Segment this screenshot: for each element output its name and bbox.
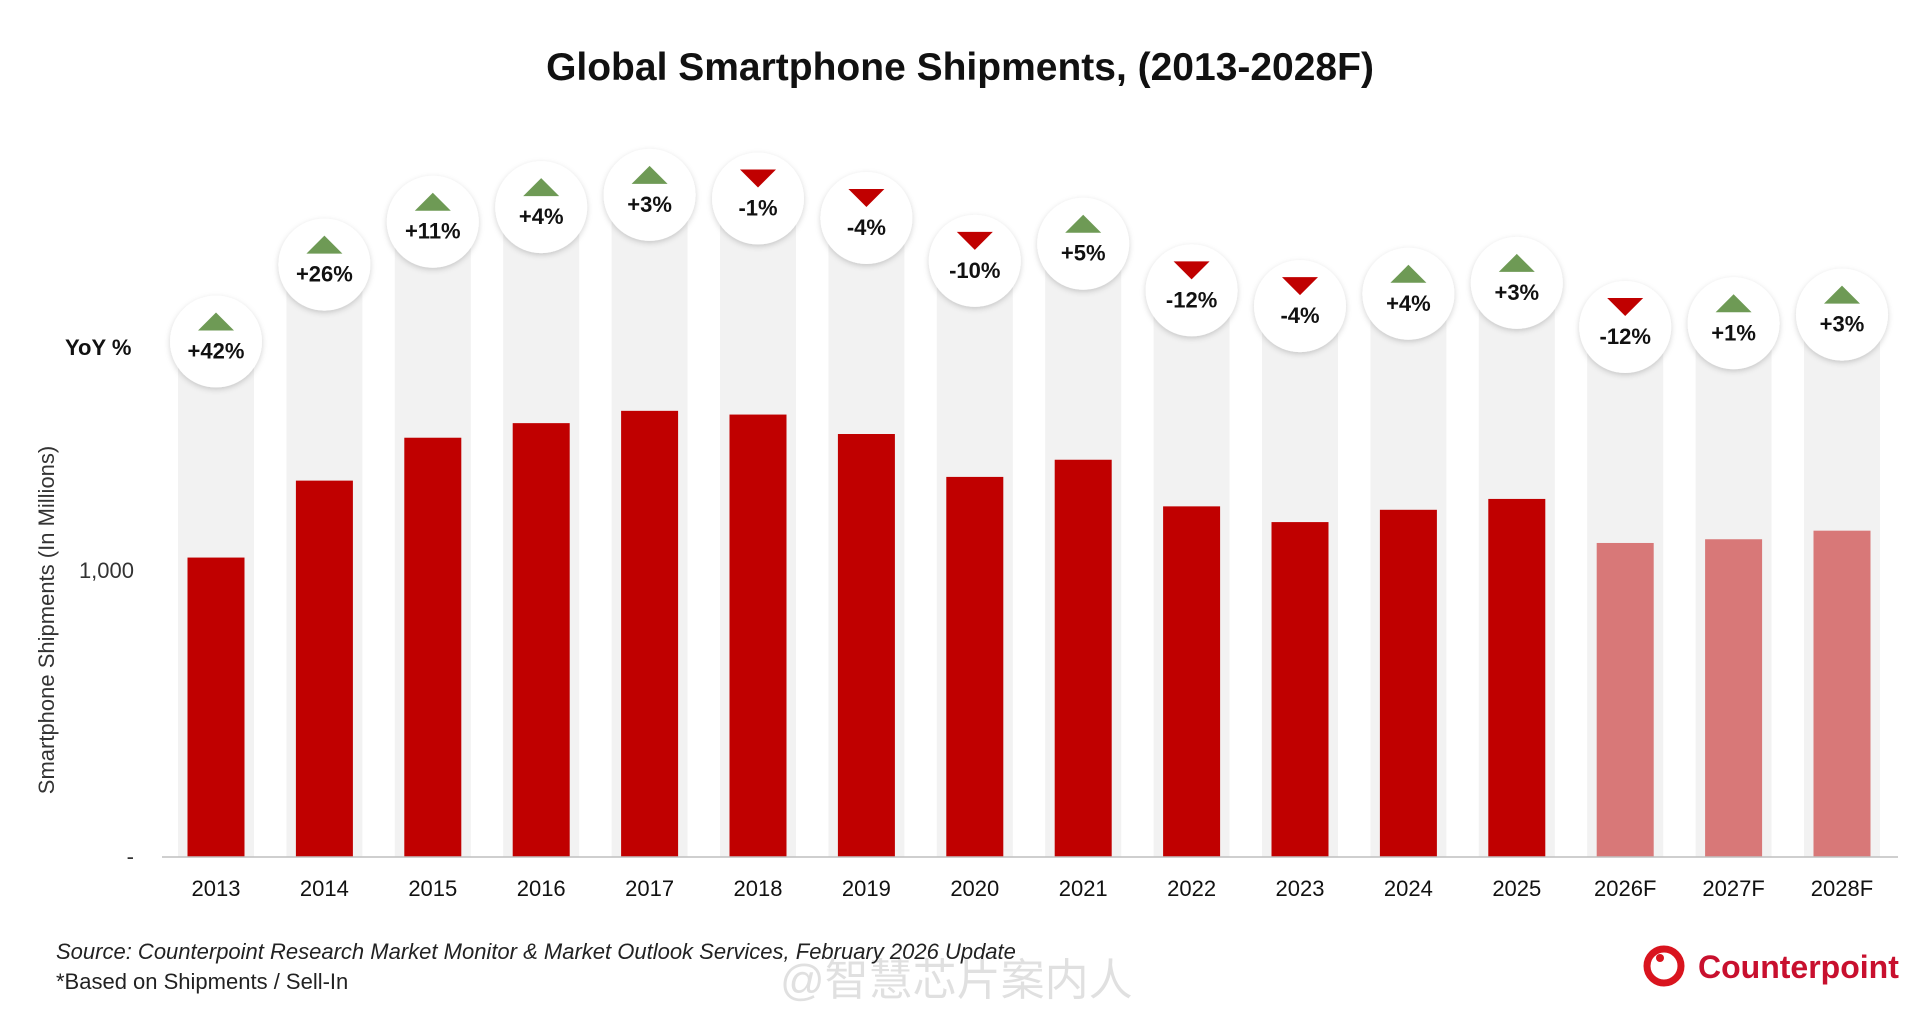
x-tick-label: 2027F xyxy=(1702,876,1764,901)
yoy-value: +26% xyxy=(296,262,353,287)
bar-2028F xyxy=(1813,530,1871,857)
chart-title: Global Smartphone Shipments, (2013-2028F… xyxy=(546,46,1374,89)
yoy-bubble-2027F: +1% xyxy=(1687,277,1780,370)
x-tick-label: 2022 xyxy=(1167,876,1216,901)
yoy-bubble-2021: +5% xyxy=(1037,197,1130,290)
source-note: Source: Counterpoint Research Market Mon… xyxy=(56,939,1016,964)
bar-2018 xyxy=(729,414,787,857)
bar-2027F xyxy=(1705,539,1763,857)
yoy-value: +4% xyxy=(1386,291,1431,316)
bar-2022 xyxy=(1163,506,1221,857)
x-tick-label: 2015 xyxy=(408,876,457,901)
y-tick-label: 1,000 xyxy=(79,558,134,583)
logo-icon xyxy=(1643,945,1685,987)
x-tick-label: 2017 xyxy=(625,876,674,901)
x-tick-label: 2014 xyxy=(300,876,349,901)
bar-2015 xyxy=(404,437,462,857)
footnote: *Based on Shipments / Sell-In xyxy=(56,969,348,994)
down-arrow-icon xyxy=(956,231,993,250)
yoy-bubble-2017: +3% xyxy=(603,148,696,241)
yoy-value: -4% xyxy=(1280,303,1319,328)
bar-2026F xyxy=(1596,542,1654,857)
bar-2014 xyxy=(295,480,353,857)
yoy-bubble-2014: +26% xyxy=(278,218,371,311)
yoy-bubble-2020: -10% xyxy=(928,214,1021,307)
yoy-bubble-2018: -1% xyxy=(712,152,804,245)
up-arrow-icon xyxy=(523,178,560,197)
yoy-value: +3% xyxy=(627,192,672,217)
x-tick-label: 2025 xyxy=(1492,876,1541,901)
x-tick-label: 2013 xyxy=(192,876,241,901)
x-tick-label: 2028F xyxy=(1811,876,1873,901)
up-arrow-icon xyxy=(1824,285,1860,304)
x-tick-label: 2026F xyxy=(1594,876,1656,901)
bar-2016 xyxy=(512,423,570,857)
yoy-value: +1% xyxy=(1711,320,1756,345)
counterpoint-logo: Counterpoint xyxy=(1643,945,1899,987)
x-tick-label: 2018 xyxy=(734,876,783,901)
bar-2021 xyxy=(1054,459,1112,857)
x-tick-label: 2016 xyxy=(517,876,566,901)
bar-2019 xyxy=(837,434,895,857)
x-tick-label: 2020 xyxy=(950,876,999,901)
up-arrow-icon xyxy=(631,165,668,184)
down-arrow-icon xyxy=(740,169,776,188)
yoy-value: +4% xyxy=(519,204,564,229)
bar-2020 xyxy=(946,476,1004,857)
yoy-bubble-2022: -12% xyxy=(1145,244,1238,337)
x-tick-label: 2019 xyxy=(842,876,891,901)
y-axis-label: Smartphone Shipments (In Millions) xyxy=(34,446,59,794)
weibo-watermark: @智慧芯片案内人 xyxy=(780,956,1133,1005)
x-tick-label: 2023 xyxy=(1276,876,1325,901)
bar-2025 xyxy=(1488,498,1546,857)
bar-2023 xyxy=(1271,522,1329,857)
down-arrow-icon xyxy=(1607,297,1644,316)
yoy-value: -12% xyxy=(1600,324,1651,349)
yoy-bubble-2028F: +3% xyxy=(1796,268,1888,361)
up-arrow-icon xyxy=(1715,294,1752,313)
yoy-bubble-2024: +4% xyxy=(1362,247,1455,340)
up-arrow-icon xyxy=(306,235,343,254)
yoy-value: +5% xyxy=(1061,241,1106,266)
up-arrow-icon xyxy=(414,192,451,211)
up-arrow-icon xyxy=(1390,264,1427,283)
yoy-bubble-2023: -4% xyxy=(1254,260,1346,353)
yoy-bubble-2026F: -12% xyxy=(1579,280,1672,373)
up-arrow-icon xyxy=(1498,253,1535,272)
yoy-value: -12% xyxy=(1166,287,1217,312)
bar-2024 xyxy=(1379,509,1437,857)
yoy-value: -4% xyxy=(847,215,886,240)
down-arrow-icon xyxy=(1282,277,1318,296)
yoy-label: YoY % xyxy=(65,335,131,360)
y-tick-label: - xyxy=(127,844,134,869)
down-arrow-icon xyxy=(1173,261,1210,280)
yoy-value: -10% xyxy=(949,258,1000,283)
yoy-value: +42% xyxy=(188,339,245,364)
yoy-value: +3% xyxy=(1494,280,1539,305)
down-arrow-icon xyxy=(848,189,885,208)
yoy-bubble-2013: +42% xyxy=(170,295,262,388)
yoy-bubble-2016: +4% xyxy=(495,161,588,254)
yoy-bubble-2015: +11% xyxy=(386,175,479,268)
up-arrow-icon xyxy=(1065,214,1102,233)
logo-text: Counterpoint xyxy=(1698,949,1899,985)
bar-2017 xyxy=(621,410,679,857)
yoy-value: +3% xyxy=(1820,312,1865,337)
yoy-bubble-2025: +3% xyxy=(1470,236,1563,329)
up-arrow-icon xyxy=(198,312,234,331)
x-tick-label: 2024 xyxy=(1384,876,1433,901)
yoy-value: -1% xyxy=(738,196,777,221)
yoy-value: +11% xyxy=(405,219,461,244)
yoy-bubble-2019: -4% xyxy=(820,172,913,265)
bar-2013 xyxy=(187,557,245,857)
x-tick-label: 2021 xyxy=(1059,876,1108,901)
